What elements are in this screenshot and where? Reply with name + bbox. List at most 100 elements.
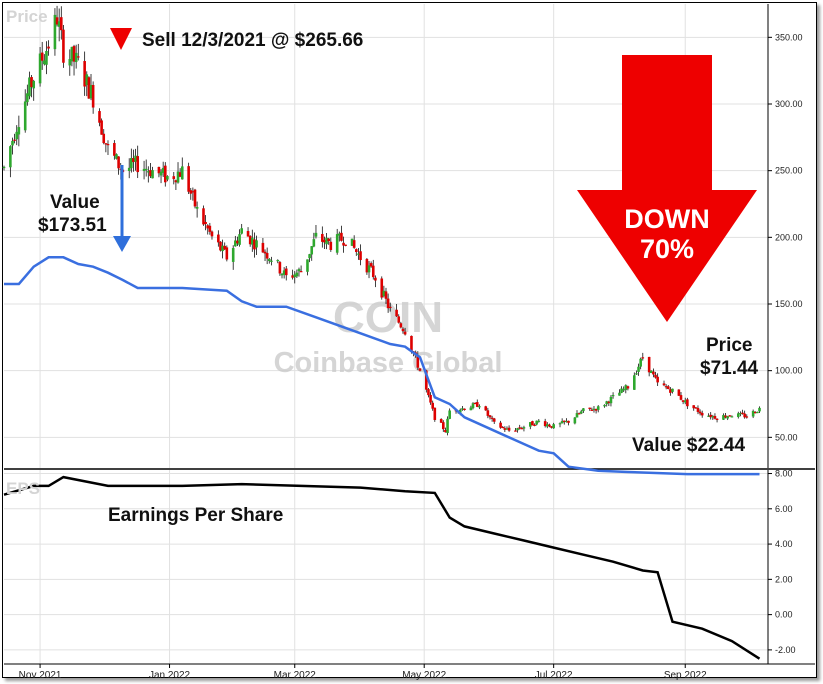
price-candle-body (234, 240, 237, 247)
price-candle-body (501, 426, 505, 429)
price-candle-body (401, 328, 405, 332)
price-candle-body (267, 258, 271, 262)
x-tick-label: Sep 2022 (664, 670, 707, 681)
price-candle-body (647, 356, 651, 373)
price-candle-body (696, 407, 700, 412)
price-candle-body (15, 131, 19, 140)
price-candle-body (354, 249, 358, 252)
price-tick-label: 150.00 (775, 299, 803, 309)
price-candle-body (134, 155, 137, 162)
price-candle-body (23, 101, 27, 131)
price-candle-body (715, 418, 719, 420)
price-candle-body (308, 254, 311, 259)
price-candle-body (255, 240, 258, 248)
price-candle-body (499, 422, 502, 428)
price-tick-label: 350.00 (775, 32, 803, 42)
price-candle-body (144, 168, 148, 171)
price-candle-body (253, 239, 256, 250)
price-candle-body (399, 323, 403, 328)
price-candle-body (724, 415, 727, 418)
price-candle-body (127, 167, 131, 171)
price-candle-body (231, 248, 235, 262)
price-candle-body (622, 389, 625, 391)
price-candle-body (306, 259, 309, 272)
price-candle-body (104, 143, 108, 145)
price-candle-body (590, 409, 594, 411)
price-candle-body (707, 415, 710, 417)
price-candle-body (741, 412, 744, 414)
price-candle-body (55, 17, 59, 25)
price-candle-body (76, 56, 80, 58)
price-candle-body (664, 386, 668, 388)
price-y-ticks: 350.00 300.00 250.00 200.00 150.00 100.00 50.0… (768, 32, 803, 442)
price-candle-body (72, 46, 76, 62)
price-candle-body (202, 208, 205, 225)
price-candle-body (11, 140, 14, 146)
price-tick-label: 200.00 (775, 232, 803, 242)
eps-gridlines (4, 473, 768, 651)
price-candle-body (130, 158, 133, 169)
price-candle-body (484, 406, 488, 411)
price-candle-body (166, 176, 169, 180)
price-candle-body (503, 428, 507, 430)
price-tick-label: 50.00 (775, 432, 798, 442)
watermark-name: Coinbase Global (274, 347, 503, 379)
price-candle-body (666, 386, 670, 389)
eps-line (3, 475, 761, 660)
price-candle-body (531, 421, 534, 426)
price-candle-body (2, 166, 6, 169)
price-candle-body (180, 166, 184, 180)
price-candle-body (656, 376, 659, 383)
price-candle-body (388, 306, 392, 309)
price-candle-body (329, 241, 333, 250)
price-candle-body (310, 246, 314, 255)
price-candle-body (187, 166, 190, 192)
price-candle-body (193, 189, 197, 207)
price-candle-body (280, 273, 284, 276)
price-candle-body (115, 154, 118, 159)
price-candle-body (573, 417, 577, 424)
price-candle-body (321, 233, 324, 242)
eps-tick-label: 2.00 (775, 574, 793, 584)
price-candle-body (149, 170, 152, 177)
price-candle-body (611, 395, 615, 397)
price-candle-body (74, 52, 78, 63)
price-candle-body (433, 407, 437, 420)
price-candle-body (639, 358, 642, 367)
price-candle-body (91, 85, 95, 108)
price-candle-body (677, 389, 681, 396)
price-candle-body (217, 234, 220, 243)
price-candle-body (263, 251, 267, 254)
price-candle-body (350, 238, 354, 246)
price-candle-body (478, 406, 481, 408)
price-candle-body (745, 416, 749, 418)
price-candle-body (410, 335, 413, 351)
price-candle-body (488, 415, 492, 418)
price-candle-body (57, 21, 61, 27)
price-candle-body (416, 355, 420, 368)
price-candle-body (248, 235, 252, 245)
price-candle-body (743, 413, 746, 418)
price-candle-body (758, 407, 761, 412)
eps-tick-label: 4.00 (775, 539, 793, 549)
price-candle-body (335, 234, 339, 253)
down-percent: 70% (640, 234, 694, 264)
price-candle-body (507, 427, 511, 431)
price-candle-body (588, 407, 592, 409)
x-tick-label: Mar 2022 (274, 670, 317, 681)
price-candle-body (652, 371, 655, 375)
price-candle-body (681, 400, 685, 402)
value-start-label: Value (50, 192, 100, 213)
value-line (4, 256, 760, 476)
eps-tick-label: 8.00 (775, 469, 793, 479)
price-candle-body (204, 221, 207, 225)
price-candle-body (662, 383, 666, 386)
price-candle-body (730, 416, 734, 418)
price-candle-body (516, 428, 519, 431)
price-candle-body (442, 422, 445, 430)
price-candle-body (113, 143, 116, 156)
price-candle-body (276, 259, 280, 262)
price-candle-body (418, 368, 422, 371)
price-candle-body (132, 158, 135, 163)
price-candle-body (698, 411, 702, 414)
